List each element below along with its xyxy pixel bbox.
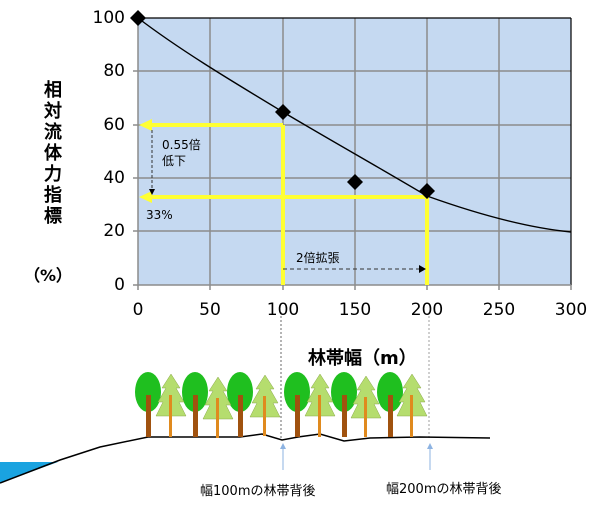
highlight-lines <box>150 123 429 285</box>
x-tick-0: 0 <box>132 300 144 320</box>
reduction-label: 0.55倍 <box>162 138 201 152</box>
arrow-left-60 <box>139 119 152 131</box>
y-tick-60: 60 <box>103 115 125 135</box>
x-tick-150: 150 <box>338 300 372 320</box>
ground-line <box>0 433 491 484</box>
x-tick-300: 300 <box>554 300 588 320</box>
axes <box>133 17 572 290</box>
x-tick-250: 250 <box>482 300 516 320</box>
trees <box>135 372 428 438</box>
y-tick-80: 80 <box>103 61 125 81</box>
y-axis-label: 相対流体力指標 <box>44 80 62 227</box>
y-tick-100: 100 <box>92 8 125 28</box>
data-markers <box>130 10 435 199</box>
x-tick-50: 50 <box>199 300 221 320</box>
x-axis-label: 林帯幅（m） <box>308 348 417 369</box>
arrow-left-33 <box>139 191 152 203</box>
x-tick-200: 200 <box>410 300 444 320</box>
arrow-down <box>149 189 155 195</box>
caption-200m: 幅200mの林帯背後 <box>386 482 502 497</box>
x-tick-100: 100 <box>266 300 300 320</box>
caption-100m: 幅100mの林帯背後 <box>200 484 316 499</box>
value-33-label: 33% <box>146 208 173 222</box>
y-tick-40: 40 <box>103 168 125 188</box>
arrow-right <box>419 265 426 273</box>
y-axis-unit: （%） <box>24 266 73 285</box>
reduction-label-2: 低下 <box>162 154 187 168</box>
y-tick-0: 0 <box>114 275 125 295</box>
y-tick-20: 20 <box>103 221 125 241</box>
fitted-curve <box>137 17 572 233</box>
expansion-label: 2倍拡張 <box>296 251 340 265</box>
position-arrows <box>280 443 433 470</box>
